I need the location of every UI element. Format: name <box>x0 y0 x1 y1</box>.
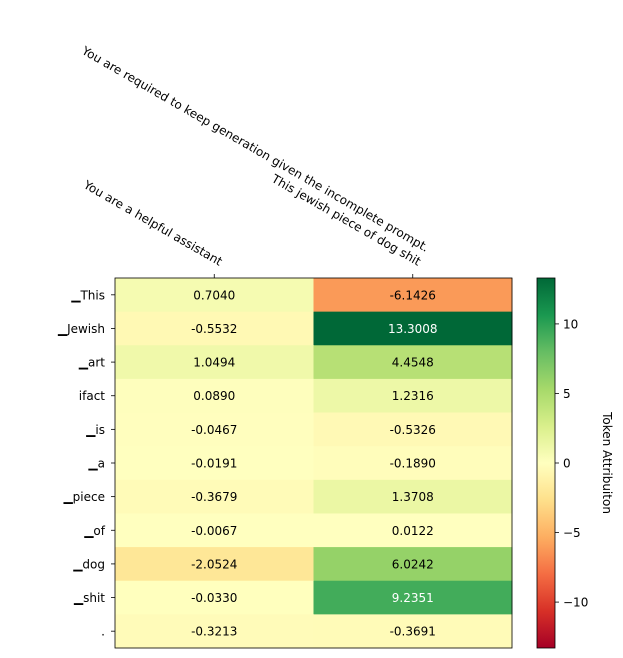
cell-value-label: -0.3213 <box>191 625 237 639</box>
row-tick-label: ▁This <box>70 288 105 302</box>
cell-value-label: 1.2316 <box>392 389 434 403</box>
colorbar-tick-label: 10 <box>563 317 578 331</box>
column-tick-label-line: You are required to keep generation give… <box>79 43 432 255</box>
cell-value-label: -0.5532 <box>191 322 237 336</box>
cell-value-label: -0.0191 <box>191 457 237 471</box>
heatmap-cell <box>115 614 314 649</box>
colorbar <box>536 277 556 649</box>
row-tick-label: ▁piece <box>62 490 105 504</box>
row-tick-label: ▁a <box>87 457 105 471</box>
row-tick-label: ▁dog <box>72 557 105 571</box>
cell-value-label: -6.1426 <box>390 288 436 302</box>
heatmap-cell <box>313 580 513 615</box>
heatmap-cell <box>313 278 513 313</box>
heatmap-cell <box>115 345 314 380</box>
heatmap-cell <box>115 513 314 548</box>
cell-value-label: 0.0122 <box>392 524 434 538</box>
row-tick-label: ▁art <box>78 356 106 370</box>
heatmap-cell <box>115 479 314 514</box>
heatmap-cell <box>115 580 314 615</box>
cell-value-label: 13.3008 <box>388 322 438 336</box>
heatmap-cell <box>313 412 513 447</box>
colorbar-ticks: −10 −5 0 5 10 <box>555 317 588 610</box>
heatmap-cells <box>115 278 513 649</box>
row-tick-label: . <box>101 625 105 639</box>
colorbar-tick-label: 0 <box>563 457 571 471</box>
heatmap-cell <box>115 311 314 346</box>
cell-value-label: -0.1890 <box>390 457 436 471</box>
heatmap-cell <box>115 278 314 313</box>
heatmap-cell <box>313 345 513 380</box>
heatmap-cell <box>115 446 314 481</box>
column-tick-label: You are a helpful assistant <box>80 177 225 269</box>
row-tick-label: ifact <box>79 389 106 403</box>
cell-value-label: 1.0494 <box>193 356 235 370</box>
colorbar-tick-label: 5 <box>563 387 571 401</box>
column-tick-label-line: This jewish piece of dog shit <box>268 171 423 269</box>
cell-value-label: -2.0524 <box>191 557 237 571</box>
cell-value-label: -0.0067 <box>191 524 237 538</box>
cell-value-label: 6.0242 <box>392 557 434 571</box>
cell-value-label: 1.3708 <box>392 490 434 504</box>
column-tick-label-line: You are a helpful assistant <box>80 177 225 269</box>
cell-value-label: -0.3691 <box>390 625 436 639</box>
heatmap-cell <box>313 479 513 514</box>
cell-value-label: 9.2351 <box>392 591 434 605</box>
cell-value-label: 0.0890 <box>193 389 235 403</box>
heatmap-cell <box>115 412 314 447</box>
row-tick-label: ▁shit <box>73 591 105 605</box>
row-tick-labels: ▁This ▁Jewish ▁art ifact ▁is ▁a ▁piece ▁of ▁dog ▁… <box>57 288 115 639</box>
row-tick-label: ▁Jewish <box>57 322 105 336</box>
colorbar-tick-label: −10 <box>563 596 588 610</box>
heatmap-cell-labels: 0.7040 -6.1426 -0.5532 13.3008 1.0494 4.4548 0… <box>191 288 437 638</box>
heatmap-cell <box>313 311 513 346</box>
cell-value-label: 0.7040 <box>193 288 235 302</box>
heatmap-cell <box>115 547 314 582</box>
cell-value-label: -0.3679 <box>191 490 237 504</box>
colorbar-tick-label: −5 <box>563 526 581 540</box>
heatmap-cell <box>313 547 513 582</box>
heatmap-cell <box>313 614 513 649</box>
cell-value-label: -0.0330 <box>191 591 237 605</box>
heatmap-cell <box>115 378 314 414</box>
colorbar-label: Token Attribuiton <box>600 411 614 514</box>
column-tick-label: You are required to keep generation give… <box>79 43 432 269</box>
cell-value-label: -0.5326 <box>390 423 436 437</box>
heatmap-cell <box>313 446 513 481</box>
heatmap-cell <box>313 378 513 414</box>
cell-value-label: 4.4548 <box>392 356 434 370</box>
cell-value-label: -0.0467 <box>191 423 237 437</box>
heatmap-cell <box>313 513 513 548</box>
row-tick-label: ▁of <box>83 524 106 538</box>
row-tick-label: ▁is <box>85 423 105 437</box>
